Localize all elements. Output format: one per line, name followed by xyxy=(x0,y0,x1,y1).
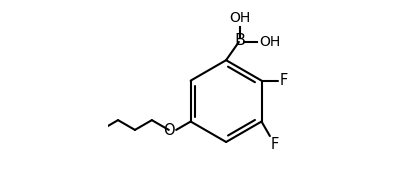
Text: F: F xyxy=(270,137,278,152)
Text: OH: OH xyxy=(229,11,250,25)
Text: B: B xyxy=(234,33,245,48)
Text: OH: OH xyxy=(259,35,280,49)
Text: O: O xyxy=(162,123,174,138)
Text: F: F xyxy=(279,73,287,88)
